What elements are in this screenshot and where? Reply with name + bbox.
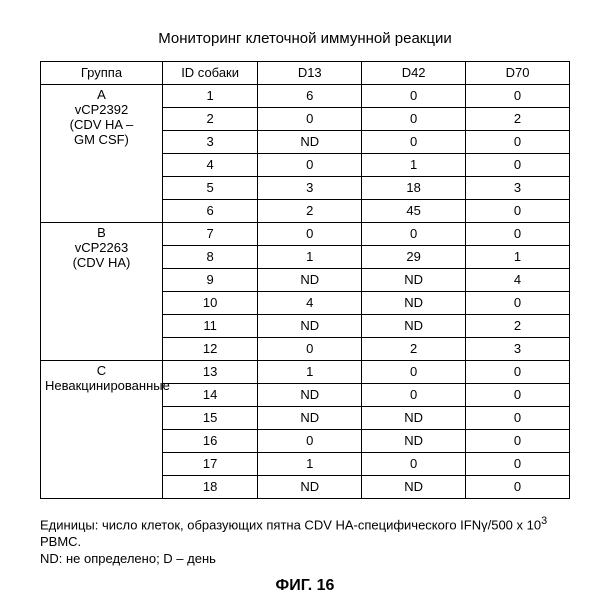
cell-id: 13 — [162, 361, 257, 384]
cell-d42: 0 — [362, 85, 466, 108]
table-title: Мониторинг клеточной иммунной реакции — [40, 30, 570, 47]
cell-id: 4 — [162, 154, 257, 177]
cell-id: 7 — [162, 223, 257, 246]
group-cell: BvCP2263(CDV HA) — [41, 223, 163, 361]
cell-id: 8 — [162, 246, 257, 269]
cell-d42: 0 — [362, 453, 466, 476]
cell-id: 15 — [162, 407, 257, 430]
cell-id: 3 — [162, 131, 257, 154]
cell-d13: 4 — [258, 292, 362, 315]
cell-d42: 29 — [362, 246, 466, 269]
cell-d13: 3 — [258, 177, 362, 200]
cell-d42: 0 — [362, 223, 466, 246]
cell-d42: 0 — [362, 108, 466, 131]
footnote-line-3: ND: не определено; D – день — [40, 551, 216, 566]
cell-d42: ND — [362, 476, 466, 499]
cell-d42: ND — [362, 407, 466, 430]
cell-d13: 0 — [258, 108, 362, 131]
col-dog-id: ID собаки — [162, 62, 257, 85]
cell-d42: ND — [362, 292, 466, 315]
cell-d70: 0 — [466, 430, 570, 453]
cell-id: 10 — [162, 292, 257, 315]
cell-d70: 0 — [466, 453, 570, 476]
figure-label: ФИГ. 16 — [40, 577, 570, 595]
footnote-sup: 3 — [541, 515, 547, 527]
immune-response-table: Группа ID собаки D13 D42 D70 AvCP2392(CD… — [40, 61, 570, 499]
cell-d13: ND — [258, 269, 362, 292]
cell-id: 2 — [162, 108, 257, 131]
cell-d13: ND — [258, 315, 362, 338]
cell-d70: 0 — [466, 476, 570, 499]
cell-d70: 3 — [466, 338, 570, 361]
cell-id: 1 — [162, 85, 257, 108]
cell-d42: ND — [362, 430, 466, 453]
col-d42: D42 — [362, 62, 466, 85]
table-row: AvCP2392(CDV HA –GM CSF)1600 — [41, 85, 570, 108]
cell-d70: 1 — [466, 246, 570, 269]
cell-d70: 0 — [466, 361, 570, 384]
cell-d42: ND — [362, 269, 466, 292]
cell-d70: 0 — [466, 223, 570, 246]
cell-d70: 4 — [466, 269, 570, 292]
group-cell: AvCP2392(CDV HA –GM CSF) — [41, 85, 163, 223]
group-cell: CНевакцинированные — [41, 361, 163, 499]
cell-id: 5 — [162, 177, 257, 200]
cell-id: 17 — [162, 453, 257, 476]
cell-d42: 18 — [362, 177, 466, 200]
cell-d70: 0 — [466, 384, 570, 407]
footnote-line-2: PBMC. — [40, 534, 81, 549]
table-row: BvCP2263(CDV HA)7000 — [41, 223, 570, 246]
cell-d70: 0 — [466, 292, 570, 315]
cell-d70: 0 — [466, 407, 570, 430]
cell-d42: 1 — [362, 154, 466, 177]
cell-id: 12 — [162, 338, 257, 361]
cell-d70: 3 — [466, 177, 570, 200]
cell-d42: 0 — [362, 131, 466, 154]
cell-d70: 0 — [466, 154, 570, 177]
cell-d70: 2 — [466, 108, 570, 131]
cell-id: 9 — [162, 269, 257, 292]
cell-id: 14 — [162, 384, 257, 407]
cell-d13: 1 — [258, 453, 362, 476]
cell-d13: 0 — [258, 154, 362, 177]
cell-d70: 0 — [466, 85, 570, 108]
cell-d42: 0 — [362, 384, 466, 407]
cell-d42: 2 — [362, 338, 466, 361]
col-d70: D70 — [466, 62, 570, 85]
cell-d13: ND — [258, 407, 362, 430]
cell-d13: 0 — [258, 223, 362, 246]
cell-d13: 0 — [258, 338, 362, 361]
col-d13: D13 — [258, 62, 362, 85]
cell-d42: 45 — [362, 200, 466, 223]
cell-d42: ND — [362, 315, 466, 338]
footnote-line-1: Единицы: число клеток, образующих пятна … — [40, 517, 541, 532]
cell-d13: 1 — [258, 361, 362, 384]
cell-id: 18 — [162, 476, 257, 499]
cell-d13: ND — [258, 476, 362, 499]
cell-id: 16 — [162, 430, 257, 453]
cell-d70: 0 — [466, 200, 570, 223]
table-row: CНевакцинированные13100 — [41, 361, 570, 384]
cell-d13: ND — [258, 384, 362, 407]
cell-id: 6 — [162, 200, 257, 223]
footnote: Единицы: число клеток, образующих пятна … — [40, 513, 570, 567]
cell-d70: 0 — [466, 131, 570, 154]
cell-d13: 1 — [258, 246, 362, 269]
col-group: Группа — [41, 62, 163, 85]
cell-d13: 6 — [258, 85, 362, 108]
cell-d13: ND — [258, 131, 362, 154]
cell-d13: 2 — [258, 200, 362, 223]
header-row: Группа ID собаки D13 D42 D70 — [41, 62, 570, 85]
cell-id: 11 — [162, 315, 257, 338]
cell-d42: 0 — [362, 361, 466, 384]
cell-d70: 2 — [466, 315, 570, 338]
cell-d13: 0 — [258, 430, 362, 453]
